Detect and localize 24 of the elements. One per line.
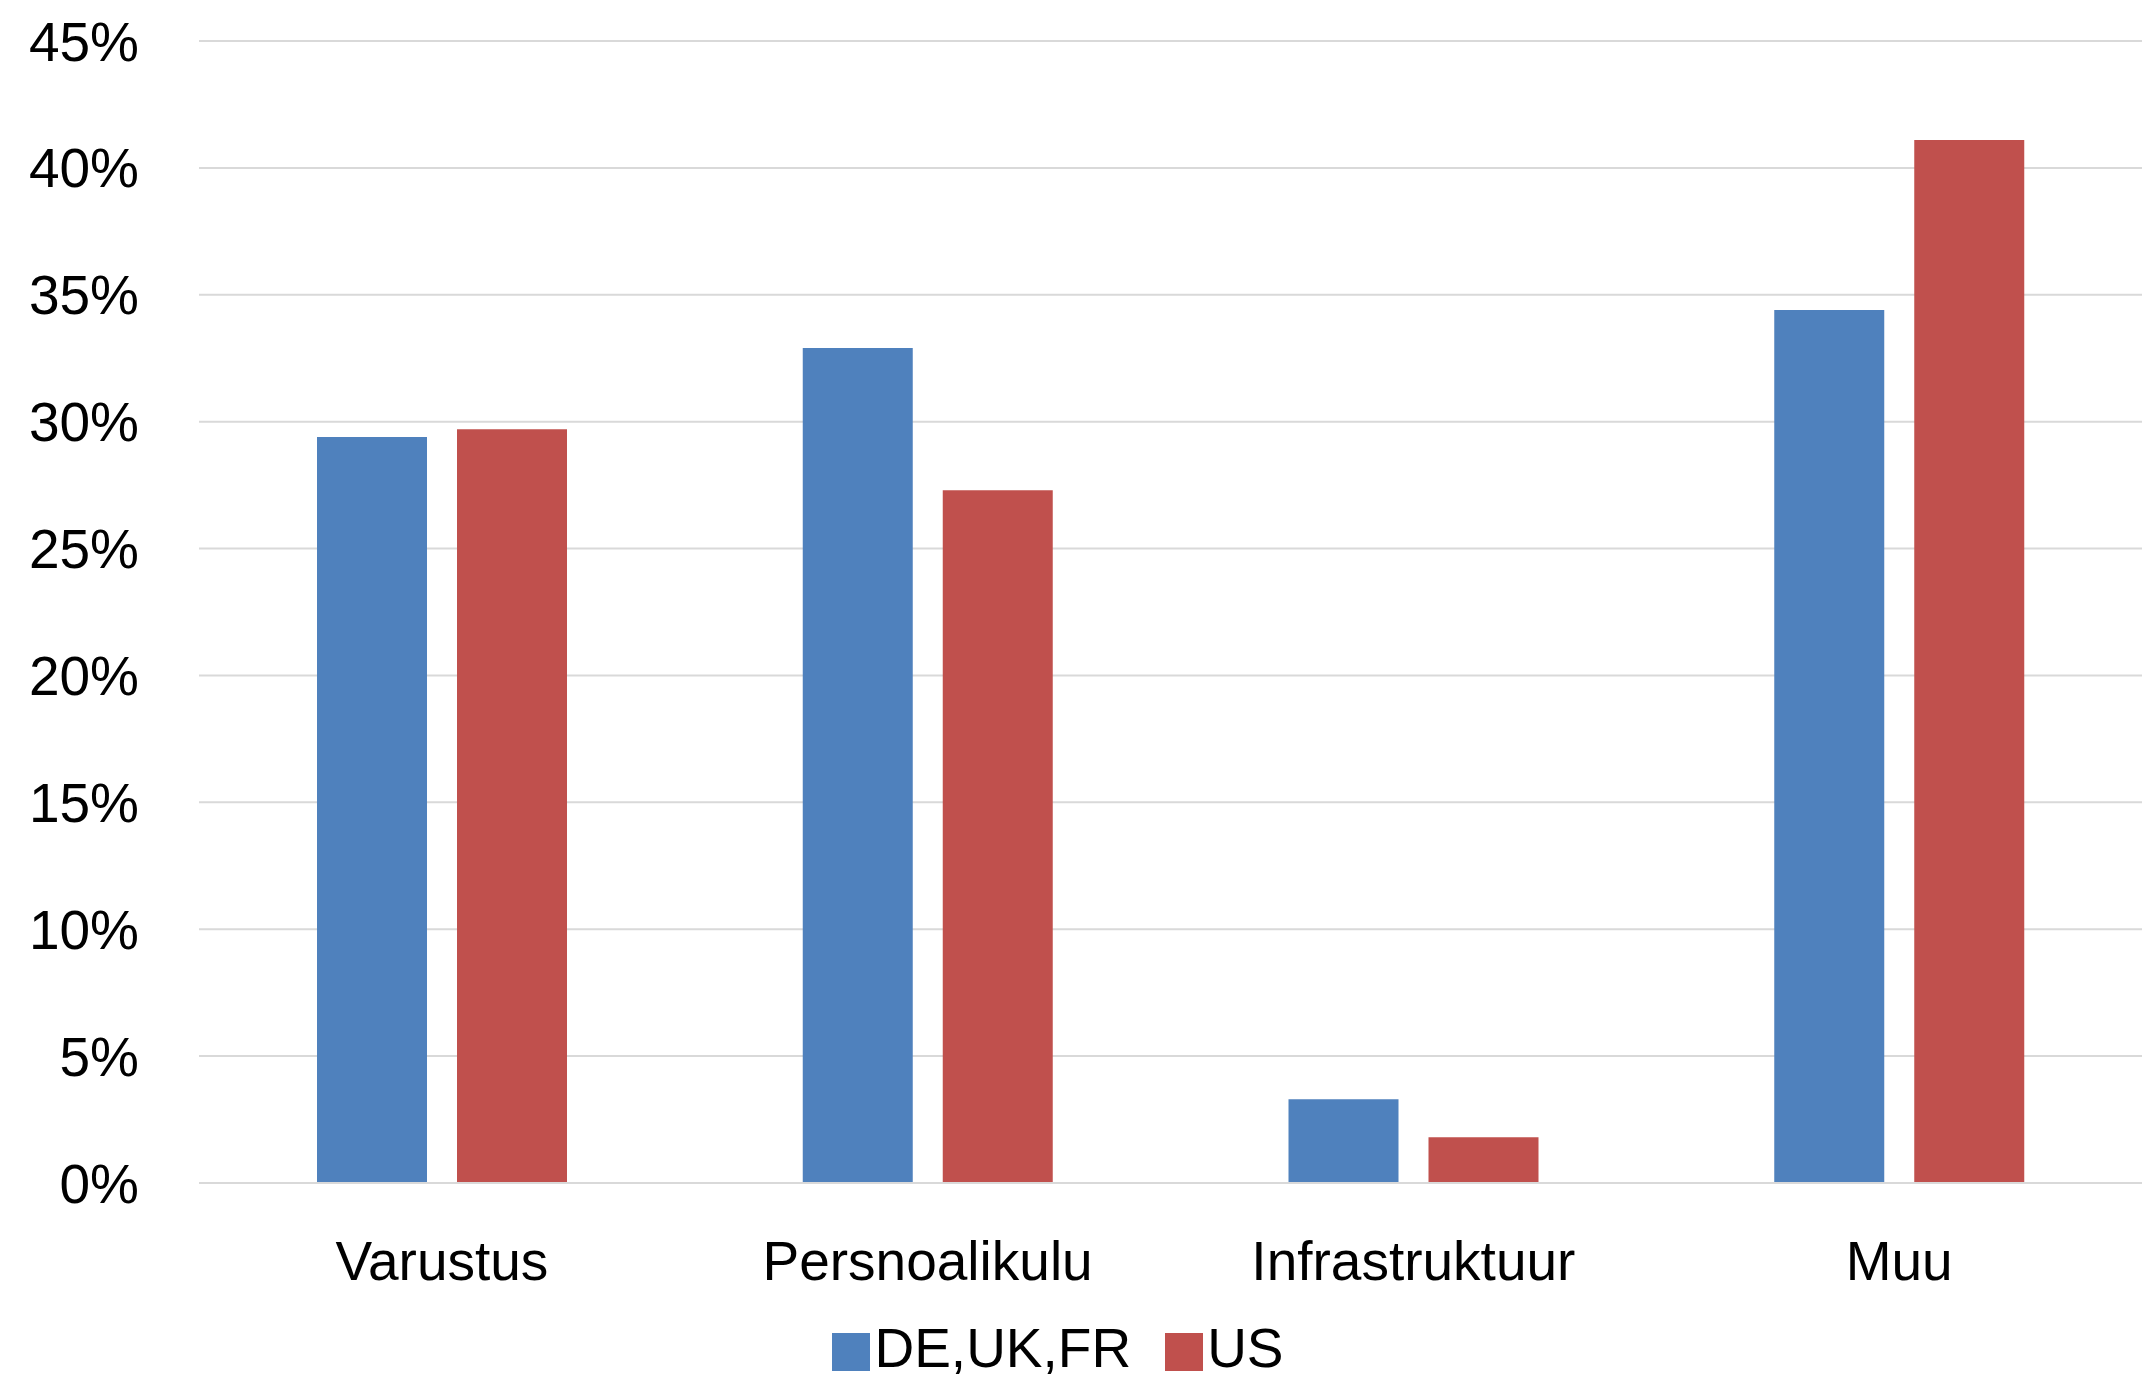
y-tick-label: 15% <box>28 771 139 834</box>
y-tick-label: 5% <box>59 1025 139 1088</box>
bar <box>457 429 567 1183</box>
bar <box>317 436 427 1183</box>
y-tick-label: 10% <box>28 898 139 961</box>
y-tick-label: 0% <box>59 1152 139 1215</box>
legend-label: DE,UK,FR <box>874 1317 1132 1379</box>
x-tick-label: Infrastruktuur <box>1251 1230 1576 1293</box>
y-tick-label: 35% <box>28 264 139 327</box>
bar <box>802 348 913 1183</box>
y-tick-label: 20% <box>28 644 139 707</box>
y-tick-label: 45% <box>28 10 139 73</box>
legend-label: US <box>1207 1317 1284 1379</box>
bar <box>1288 1099 1399 1183</box>
x-tick-label: Persnoalikulu <box>762 1230 1093 1293</box>
bar <box>942 490 1053 1183</box>
bar <box>1428 1137 1539 1183</box>
x-tick-label: Muu <box>1845 1230 1953 1293</box>
y-tick-label: 25% <box>28 518 139 581</box>
bar <box>1774 310 1885 1183</box>
bar <box>1914 139 2025 1183</box>
y-tick-label: 30% <box>28 391 139 454</box>
x-tick-label: Varustus <box>335 1230 549 1293</box>
y-tick-label: 40% <box>28 137 139 200</box>
